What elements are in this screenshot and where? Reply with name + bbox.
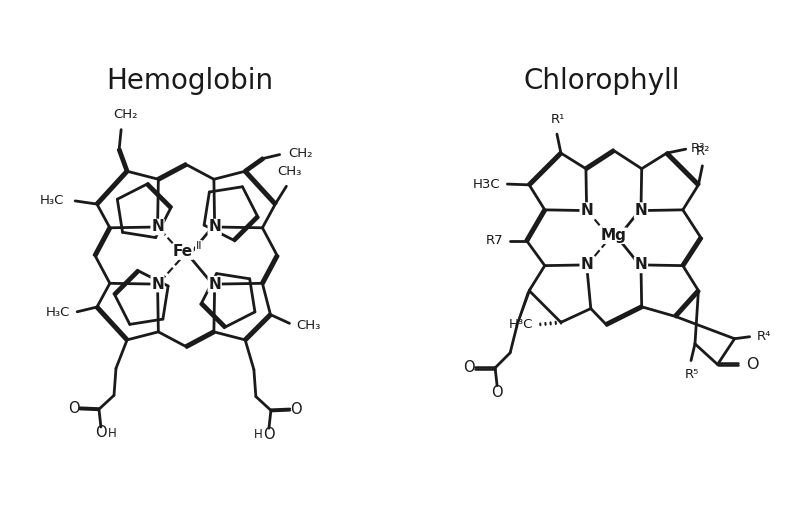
Text: N: N [151, 277, 164, 292]
Text: R¹: R¹ [550, 113, 565, 126]
Text: CH₂: CH₂ [112, 108, 137, 121]
Text: II: II [196, 241, 202, 251]
Text: N: N [634, 257, 647, 272]
Text: N: N [634, 203, 647, 218]
Text: R³: R³ [691, 142, 706, 155]
Text: CH₃: CH₃ [296, 319, 321, 332]
Text: N: N [208, 220, 221, 234]
Text: Fe: Fe [173, 244, 193, 259]
Text: R⁴: R⁴ [756, 330, 771, 343]
Text: H: H [108, 427, 116, 440]
Text: O: O [263, 427, 275, 441]
Text: CH₃: CH₃ [277, 165, 301, 178]
Text: Hemoglobin: Hemoglobin [106, 67, 274, 95]
Text: N: N [581, 257, 593, 272]
Text: Chlorophyll: Chlorophyll [524, 67, 680, 95]
Polygon shape [516, 289, 531, 326]
Text: O: O [290, 402, 301, 417]
Text: R7: R7 [486, 234, 504, 247]
Text: O: O [69, 401, 80, 416]
Text: Mg: Mg [601, 228, 626, 243]
Text: O: O [746, 357, 759, 372]
Text: H: H [253, 428, 262, 441]
Text: H3C: H3C [473, 178, 501, 190]
Text: N: N [581, 203, 593, 218]
Text: N: N [208, 277, 221, 292]
Text: O: O [491, 385, 503, 400]
Text: CH₂: CH₂ [288, 147, 313, 160]
Text: R⁵: R⁵ [684, 368, 699, 381]
Text: R²: R² [696, 145, 710, 158]
Text: O: O [95, 425, 107, 440]
Text: N: N [151, 220, 164, 234]
Text: H₃C: H₃C [40, 194, 64, 207]
Text: H₃C: H₃C [46, 306, 70, 320]
Text: H³C: H³C [508, 318, 533, 331]
Text: O: O [463, 360, 475, 376]
